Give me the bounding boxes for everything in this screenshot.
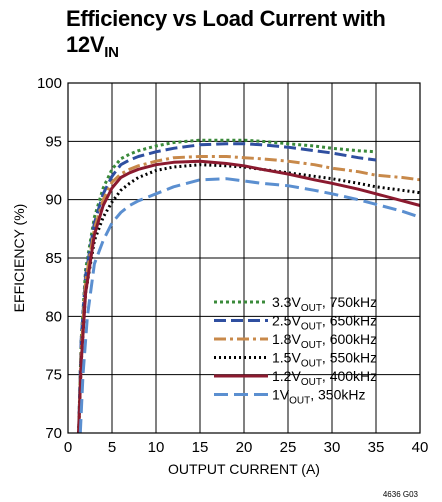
x-axis-label: OUTPUT CURRENT (A) <box>168 461 320 477</box>
x-tick-label: 15 <box>192 439 209 456</box>
series-lines <box>77 138 421 434</box>
x-tick-label: 20 <box>236 439 253 456</box>
tick-labels: 0 5 10 15 20 25 30 35 40 70 75 80 85 90 95 100 <box>37 75 428 456</box>
y-tick-label: 90 <box>45 192 62 209</box>
legend-label-2: 1.8VOUT, 600kHz <box>272 331 377 351</box>
chart-title: Efficiency vs Load Current with 12VIN <box>66 6 436 61</box>
legend-label-post: , 650kHz <box>322 313 377 329</box>
legend-label-pre: 1.8V <box>272 331 301 347</box>
legend-label-post: , 400kHz <box>322 368 377 384</box>
legend-label-4: 1.2VOUT, 400kHz <box>272 368 377 388</box>
legend-label-post: , 550kHz <box>322 350 377 366</box>
legend-label-sub: OUT <box>301 359 322 370</box>
legend-label-post: , 600kHz <box>322 331 377 347</box>
chart-title-line1: Efficiency vs Load Current with <box>66 6 386 31</box>
legend-label-pre: 1V <box>272 387 290 403</box>
legend-label-3: 1.5VOUT, 550kHz <box>272 350 377 370</box>
y-tick-label: 100 <box>37 75 62 92</box>
chart-title-line2: 12VIN <box>66 32 436 61</box>
series-line-3 <box>77 163 421 434</box>
legend-label-pre: 1.2V <box>272 368 301 384</box>
y-tick-label: 80 <box>45 308 62 325</box>
plot-frame <box>67 82 421 434</box>
legend-label-sub: OUT <box>301 322 322 333</box>
x-tick-label: 5 <box>108 439 116 456</box>
legend-label-sub: OUT <box>301 377 322 388</box>
series-line-4 <box>77 159 421 434</box>
legend-label-5: 1VOUT, 350kHz <box>272 387 365 407</box>
series-line-1 <box>77 142 377 434</box>
x-tick-label: 0 <box>64 439 72 456</box>
legend-label-0: 3.3VOUT, 750kHz <box>272 294 377 314</box>
legend-label-sub: OUT <box>289 396 310 407</box>
legend-label-post: , 350kHz <box>310 387 365 403</box>
title-line2-base: 12V <box>66 32 105 57</box>
y-tick-label: 85 <box>45 250 62 267</box>
x-tick-label: 40 <box>412 439 429 456</box>
title-line2-sub: IN <box>104 44 119 61</box>
y-axis-label: EFFICIENCY (%) <box>11 204 27 313</box>
legend-label-post: , 750kHz <box>322 294 377 310</box>
legend-label-pre: 2.5V <box>272 313 301 329</box>
x-tick-label: 35 <box>368 439 385 456</box>
figure-id: 4636 G03 <box>383 490 419 499</box>
y-tick-label: 95 <box>45 133 62 150</box>
legend-label-sub: OUT <box>301 340 322 351</box>
series-line-5 <box>78 177 421 434</box>
legend-label-1: 2.5VOUT, 650kHz <box>272 313 377 333</box>
legend-label-pre: 1.5V <box>272 350 301 366</box>
x-tick-label: 10 <box>148 439 165 456</box>
legend-label-pre: 3.3V <box>272 294 301 310</box>
x-tick-label: 30 <box>324 439 341 456</box>
legend-label-sub: OUT <box>301 303 322 314</box>
y-tick-label: 70 <box>45 425 62 442</box>
y-tick-label: 75 <box>45 367 62 384</box>
x-tick-label: 25 <box>280 439 297 456</box>
